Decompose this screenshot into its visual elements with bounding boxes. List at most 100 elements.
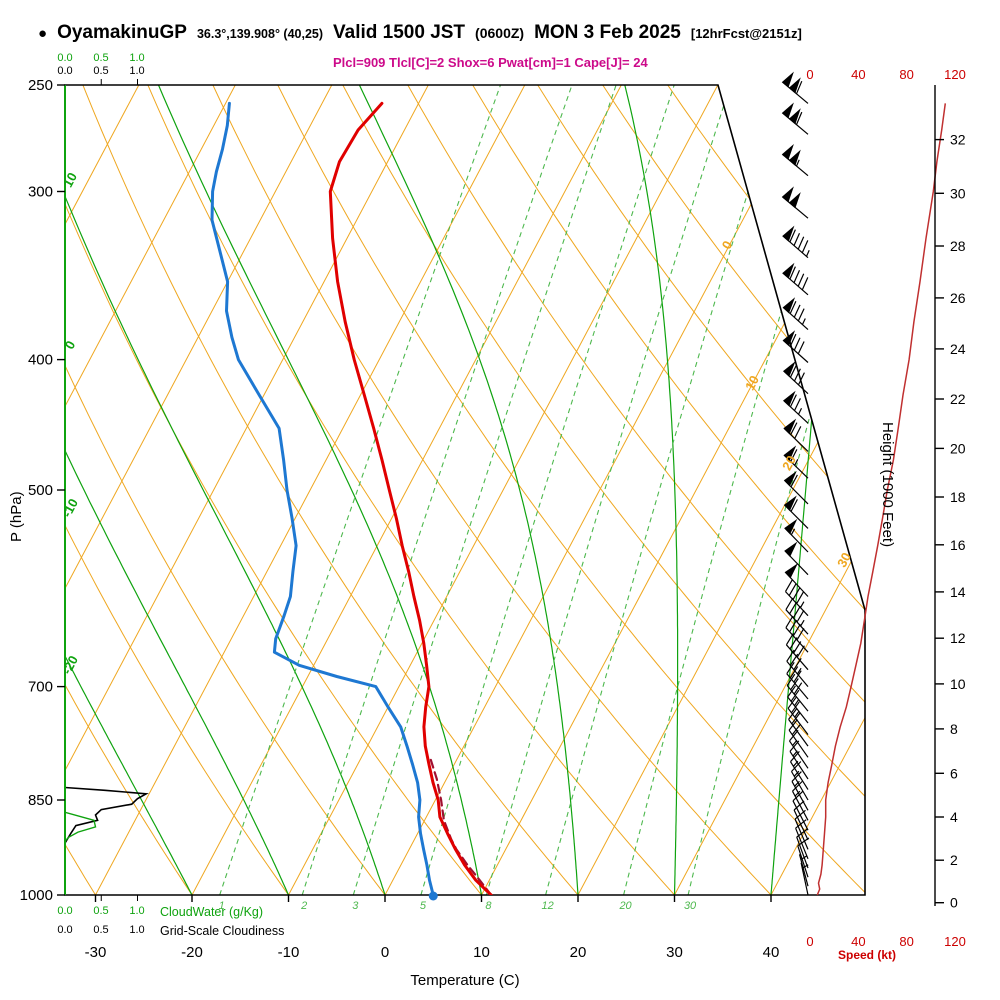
height-tick-label: 28 xyxy=(950,238,966,254)
wind-barb xyxy=(781,186,809,219)
temperature-tick-label: -30 xyxy=(85,944,107,961)
temperature-curve xyxy=(328,101,493,895)
scale-tick: 0.0 xyxy=(57,65,73,77)
wind-barb xyxy=(783,495,809,529)
height-tick-label: 16 xyxy=(950,537,966,553)
dry-adiabat-line xyxy=(602,85,865,895)
speed-tick-bottom: 80 xyxy=(899,934,913,949)
moist-adiabat-line xyxy=(770,85,837,895)
valid-date: MON 3 Feb 2025 xyxy=(534,22,681,43)
mixing-ratio-line xyxy=(623,85,848,895)
height-tick-label: 32 xyxy=(950,132,966,148)
valid-zulu: (0600Z) xyxy=(475,25,525,41)
pressure-tick-label: 400 xyxy=(28,352,53,369)
height-tick-label: 8 xyxy=(950,721,958,737)
isotherm-line xyxy=(95,85,526,895)
wind-barb xyxy=(782,390,809,424)
isotherm-line xyxy=(288,85,719,895)
temperature-tick-label: 10 xyxy=(473,944,490,961)
height-tick-label: 10 xyxy=(950,676,966,692)
wind-barb xyxy=(781,71,809,104)
mixing-ratio-label: 5 xyxy=(420,900,427,912)
wind-barb xyxy=(784,518,809,553)
height-tick-label: 0 xyxy=(950,895,958,911)
mixing-ratio-line xyxy=(219,85,502,895)
wind-barb xyxy=(781,143,809,177)
wind-barb xyxy=(791,781,809,821)
moist-adiabat-line xyxy=(624,85,679,895)
speed-axis-title: Speed (kt) xyxy=(838,948,897,962)
temperature-tick-label: -10 xyxy=(278,944,300,961)
pressure-tick-label: 850 xyxy=(28,792,53,809)
wind-barb xyxy=(793,800,809,841)
wind-barb xyxy=(792,790,809,831)
moist-adiabat-label: -20 xyxy=(59,653,81,677)
moist-adiabat-line xyxy=(65,85,193,895)
height-tick-label: 6 xyxy=(950,765,958,781)
scale-tick: 1.0 xyxy=(129,52,145,64)
wind-barb xyxy=(782,225,810,259)
wind-barbs xyxy=(781,71,810,896)
cloudiness-scale-top: 0.0 0.5 1.0 xyxy=(49,65,153,77)
grid-scale-cloudiness-outline xyxy=(65,811,97,842)
station-coords: 36.3°,139.908° (40,25) xyxy=(196,27,324,41)
speed-tick-bottom: 0 xyxy=(806,934,813,949)
wind-barb xyxy=(784,563,809,597)
mixing-ratio-line xyxy=(352,85,617,895)
mixing-ratio-label: 30 xyxy=(684,900,697,912)
wind-barb xyxy=(798,854,809,887)
moist-adiabat-line xyxy=(65,85,386,895)
temperature-tick-label: -20 xyxy=(181,944,203,961)
wind-barb xyxy=(783,418,809,452)
wind-barb xyxy=(781,102,809,135)
moist-adiabat-line xyxy=(358,85,579,895)
temperature-tick-label: 0 xyxy=(381,944,389,961)
pressure-tick-label: 1000 xyxy=(20,887,53,904)
height-tick-label: 4 xyxy=(950,809,958,825)
speed-tick-top: 120 xyxy=(944,67,966,82)
wind-barb xyxy=(786,661,809,700)
temperature-tick-label: 40 xyxy=(763,944,780,961)
isotherm-line xyxy=(65,85,140,895)
isotherm-line xyxy=(65,85,236,895)
isotherm-line xyxy=(481,85,865,895)
wind-barb xyxy=(790,761,809,801)
moist-adiabat-label: 10 xyxy=(60,170,80,190)
isotherm-line xyxy=(770,85,865,895)
scale-tick: 0.5 xyxy=(93,905,109,917)
dry-adiabat-line xyxy=(277,85,865,895)
dry-adiabat-line xyxy=(65,85,386,895)
wind-barb xyxy=(783,470,809,505)
height-tick-label: 24 xyxy=(950,341,966,357)
mixing-ratio-label: 8 xyxy=(485,900,492,912)
wind-barb xyxy=(791,771,809,811)
height-axis-title: Height (1000 Feet) xyxy=(879,422,896,548)
moist-adiabat-label: -10 xyxy=(59,496,81,520)
dewpoint-curve xyxy=(210,101,435,895)
dry-adiabat-line xyxy=(537,85,865,895)
wind-barb xyxy=(785,615,809,653)
isotherm-line xyxy=(191,85,622,895)
scale-tick: 1.0 xyxy=(129,65,145,77)
dry-adiabat-line xyxy=(472,85,865,895)
scale-tick: 0.5 xyxy=(93,65,109,77)
wind-barb xyxy=(783,445,809,479)
scale-tick: 0.0 xyxy=(57,905,73,917)
plot-frame xyxy=(64,84,866,896)
speed-tick-top: 0 xyxy=(806,67,813,82)
height-tick-label: 14 xyxy=(950,584,966,600)
scale-tick: 0.5 xyxy=(93,924,109,936)
mixing-ratio-line xyxy=(301,85,573,895)
height-tick-label: 18 xyxy=(950,489,966,505)
moist-adiabat-line xyxy=(65,85,290,895)
mixing-ratio-line xyxy=(687,85,865,895)
pressure-tick-label: 500 xyxy=(28,482,53,499)
speed-tick-bottom: 40 xyxy=(851,934,865,949)
pressure-tick-label: 250 xyxy=(28,77,53,94)
scale-tick: 1.0 xyxy=(129,905,145,917)
station-bullet-icon: ● xyxy=(38,25,48,42)
mixing-ratio-line xyxy=(545,85,782,895)
temperature-tick-label: 20 xyxy=(570,944,587,961)
